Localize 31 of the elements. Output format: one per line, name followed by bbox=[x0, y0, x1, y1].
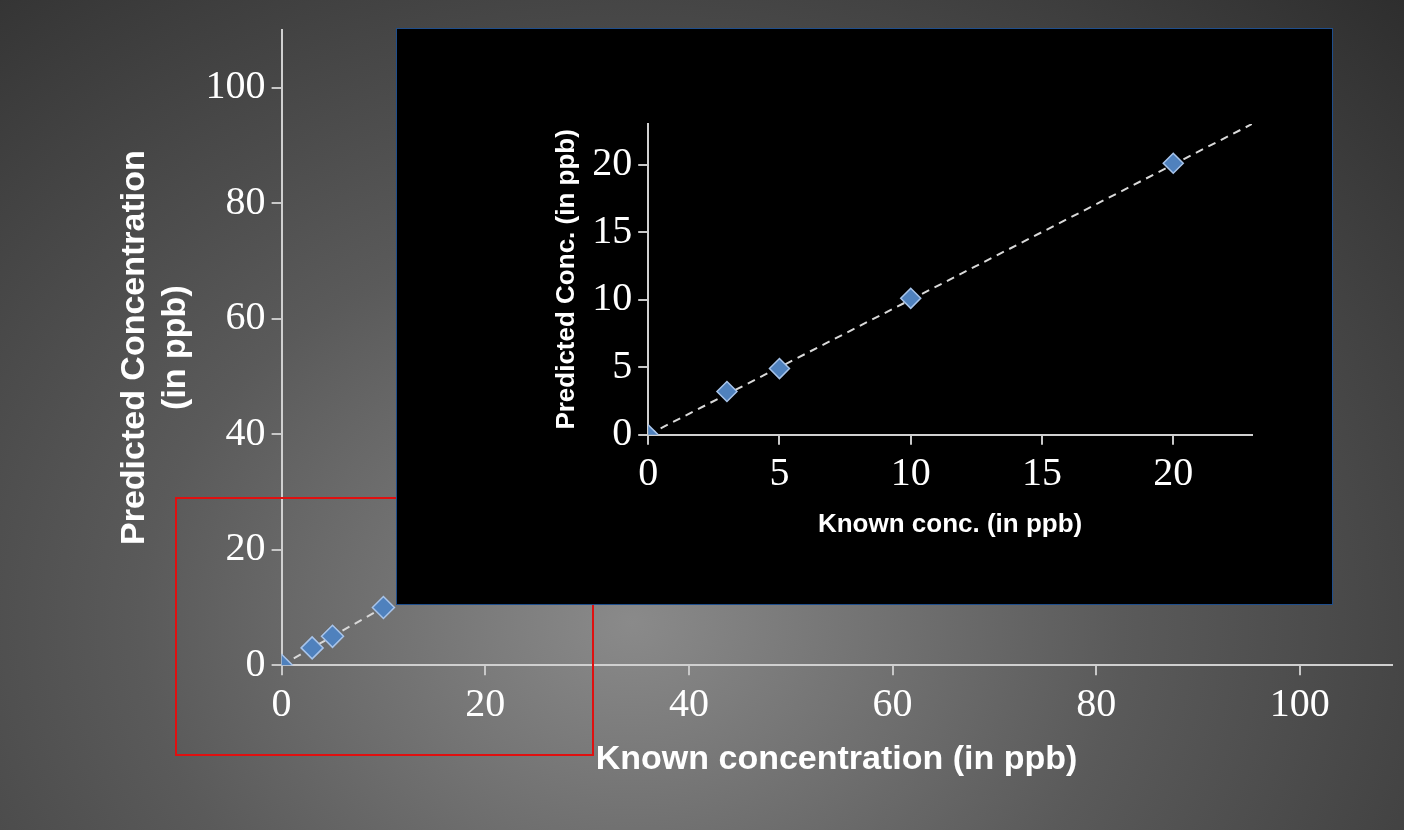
y-tick-label: 20 bbox=[592, 139, 633, 185]
y-tick-label: 40 bbox=[225, 408, 266, 454]
x-tick-label: 20 bbox=[465, 679, 506, 725]
y-axis-title: Predicted Concentration (in ppb) bbox=[112, 150, 192, 546]
y-tick-label: 60 bbox=[225, 293, 266, 339]
y-tick-label: 10 bbox=[592, 274, 633, 320]
y-tick-label: 15 bbox=[592, 206, 633, 252]
y-tick-label: 0 bbox=[245, 639, 266, 685]
y-tick-label: 5 bbox=[612, 341, 633, 387]
point bbox=[371, 595, 396, 620]
point bbox=[716, 380, 738, 403]
y-tick-label: 80 bbox=[225, 177, 266, 223]
x-tick-label: 60 bbox=[872, 679, 913, 725]
x-tick-label: 100 bbox=[1269, 679, 1330, 725]
x-tick-label: 40 bbox=[668, 679, 709, 725]
point bbox=[1162, 152, 1184, 174]
x-axis-title: Known concentration (in ppb) bbox=[595, 737, 1078, 776]
x-tick-label: 10 bbox=[890, 449, 931, 495]
x-axis-title: Known conc. (in ppb) bbox=[817, 507, 1083, 538]
x-tick-label: 20 bbox=[1153, 449, 1194, 495]
point bbox=[768, 357, 791, 380]
y-tick-label: 0 bbox=[612, 409, 633, 455]
x-tick-label: 80 bbox=[1076, 679, 1117, 725]
x-tick-label: 5 bbox=[769, 449, 790, 495]
point bbox=[300, 636, 324, 660]
y-tick-label: 20 bbox=[225, 524, 266, 570]
y-tick-label: 100 bbox=[205, 62, 266, 108]
point bbox=[320, 624, 345, 649]
point bbox=[899, 287, 922, 310]
x-tick-label: 15 bbox=[1021, 449, 1062, 495]
y-axis-title: Predicted Conc. (in ppb) bbox=[549, 129, 580, 430]
